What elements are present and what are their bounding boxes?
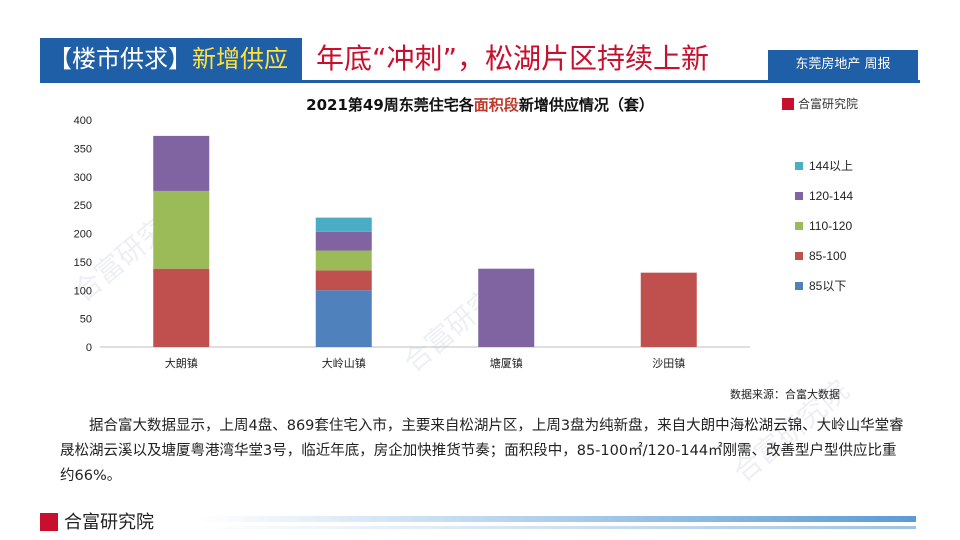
logo-icon	[40, 513, 58, 531]
legend-swatch	[795, 222, 803, 230]
footer-logo-text: 合富研究院	[64, 512, 154, 533]
bar-segment	[315, 231, 372, 251]
y-tick-label: 250	[74, 200, 92, 212]
bar-segment	[153, 135, 210, 191]
page-title: 年底“冲刺”，松湖片区持续上新	[316, 42, 710, 75]
legend-swatch	[795, 162, 803, 170]
y-tick-label: 350	[74, 143, 92, 155]
y-tick-label: 300	[74, 172, 92, 184]
data-source: 数据来源：合富大数据	[730, 388, 840, 401]
stacked-bar-chart: 0 50 100 150 200 250 300 350 400 大朗镇 大岭山镇 塘厦镇 沙田镇 144…	[74, 115, 854, 370]
footer-decoration	[200, 526, 916, 529]
y-tick-label: 200	[74, 229, 92, 241]
bar-segment	[153, 190, 210, 269]
legend-swatch	[795, 192, 803, 200]
y-tick-label: 400	[74, 115, 92, 127]
header-divider	[40, 80, 920, 83]
section-tag: 【楼市供求】新增供应	[40, 38, 302, 80]
x-tick-label: 大岭山镇	[322, 356, 366, 370]
legend-label: 120-144	[809, 189, 853, 203]
legend-label: 85-100	[809, 249, 847, 263]
bar-segment	[153, 268, 210, 347]
chart-logo: 合富研究院	[782, 95, 858, 112]
footer-logo: 合富研究院	[40, 508, 154, 534]
chart-title-pre: 2021第49周东莞住宅各	[306, 96, 474, 114]
chart-logo-text: 合富研究院	[798, 97, 859, 111]
bar-segment	[315, 270, 372, 291]
y-tick-label: 50	[80, 314, 92, 326]
legend-label: 110-120	[809, 219, 852, 233]
footer-decoration	[200, 516, 916, 522]
section-tag-main: 【楼市供求】	[48, 45, 192, 73]
bar-segment	[315, 290, 372, 347]
brand-badge: 东莞房地产 周报	[768, 50, 918, 80]
x-tick-label: 塘厦镇	[490, 356, 523, 370]
summary-paragraph: 据合富大数据显示，上周4盘、869套住宅入市，主要来自松湖片区，上周3盘为纯新盘…	[60, 418, 904, 484]
logo-icon	[782, 98, 794, 110]
bar-segment	[315, 250, 372, 271]
chart-title: 2021第49周东莞住宅各面积段新增供应情况（套）	[0, 94, 960, 115]
legend-swatch	[795, 252, 803, 260]
x-tick-label: 大朗镇	[165, 356, 198, 370]
chart-title-highlight: 面积段	[473, 96, 519, 114]
bar-segment	[640, 272, 697, 347]
legend-swatch	[795, 282, 803, 290]
x-tick-label: 沙田镇	[652, 356, 685, 370]
legend-label: 85以下	[809, 279, 846, 293]
legend-label: 144以上	[809, 159, 853, 173]
section-tag-sub: 新增供应	[192, 45, 288, 73]
y-tick-label: 0	[86, 342, 92, 354]
y-tick-label: 100	[74, 285, 92, 297]
y-tick-label: 150	[74, 257, 92, 269]
bar-segment	[478, 268, 535, 347]
chart-title-post: 新增供应情况（套）	[518, 96, 654, 114]
bar-segment	[315, 217, 372, 232]
